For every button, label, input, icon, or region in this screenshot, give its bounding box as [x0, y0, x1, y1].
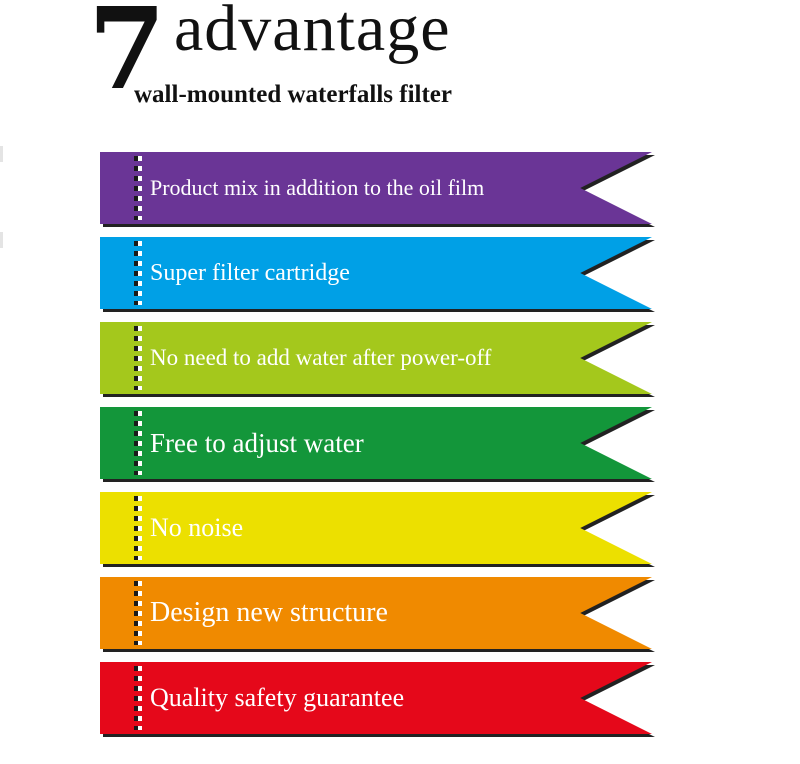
- heading-subtitle: wall-mounted waterfalls filter: [134, 81, 452, 108]
- stitch-line: [138, 156, 142, 220]
- advantage-ribbon-4: Free to adjust water: [100, 407, 652, 479]
- stitch-line: [134, 156, 138, 220]
- stitch-line: [134, 411, 138, 475]
- advantage-label: Quality safety guarantee: [150, 683, 405, 712]
- heading-number: 7: [88, 0, 166, 115]
- advantage-label: Design new structure: [150, 597, 388, 628]
- advantage-ribbon-5: No noise: [100, 492, 652, 564]
- edge-mark: [0, 232, 3, 248]
- advantage-label: Product mix in addition to the oil film: [150, 175, 485, 200]
- stitch-line: [138, 411, 142, 475]
- advantage-ribbon-2: Super filter cartridge: [100, 237, 652, 309]
- advantage-label: Free to adjust water: [150, 428, 364, 458]
- stitch-line: [134, 241, 138, 305]
- stitch-line: [138, 241, 142, 305]
- advantage-ribbon-3: No need to add water after power-off: [100, 322, 652, 394]
- heading-title: advantage: [174, 0, 451, 65]
- stitch-line: [138, 496, 142, 560]
- edge-mark: [0, 146, 3, 162]
- stitch-line: [138, 581, 142, 645]
- stitch-line: [138, 666, 142, 730]
- advantage-ribbon-1: Product mix in addition to the oil film: [100, 152, 652, 224]
- stitch-line: [134, 581, 138, 645]
- advantage-ribbon-6: Design new structure: [100, 577, 652, 649]
- stitch-line: [134, 666, 138, 730]
- stitch-line: [134, 326, 138, 390]
- header: 7 advantage wall-mounted waterfalls filt…: [0, 0, 800, 140]
- advantage-label: No need to add water after power-off: [150, 345, 492, 370]
- advantage-label: No noise: [150, 513, 244, 542]
- stitch-line: [138, 326, 142, 390]
- advantage-label: Super filter cartridge: [150, 260, 350, 286]
- advantage-ribbon-7: Quality safety guarantee: [100, 662, 652, 734]
- stitch-line: [134, 496, 138, 560]
